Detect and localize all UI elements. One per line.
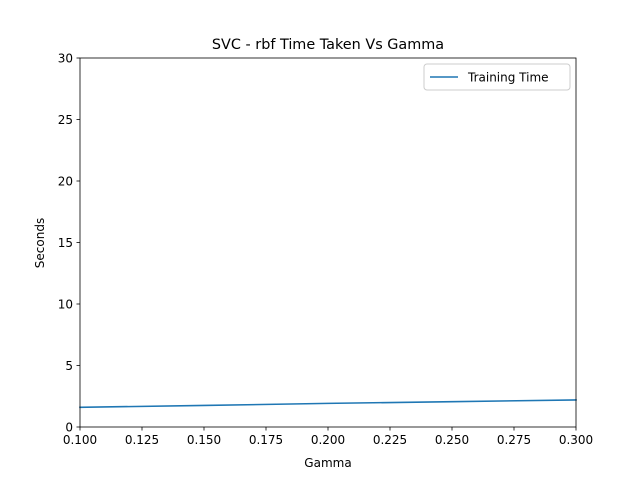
x-tick-label: 0.175 bbox=[249, 433, 283, 447]
y-tick-label: 30 bbox=[58, 51, 73, 65]
y-axis: 0 5 10 15 20 25 30 bbox=[58, 51, 80, 434]
x-tick-label: 0.200 bbox=[311, 433, 345, 447]
legend-box bbox=[423, 63, 571, 91]
y-tick-label: 0 bbox=[65, 420, 73, 434]
y-axis-label: Seconds bbox=[33, 218, 47, 268]
y-tick-label: 10 bbox=[58, 297, 73, 311]
x-tick-label: 0.150 bbox=[187, 433, 221, 447]
y-tick-label: 5 bbox=[65, 359, 73, 373]
x-tick-label: 0.225 bbox=[373, 433, 407, 447]
plot-frame bbox=[79, 57, 577, 428]
legend-label: Training Time bbox=[467, 70, 549, 84]
x-tick-label: 0.100 bbox=[63, 433, 97, 447]
series-line-0 bbox=[79, 399, 577, 409]
x-axis-label: Gamma bbox=[304, 456, 351, 470]
x-axis: 0.100 0.125 0.150 0.175 0.200 0.225 0.250 0.275… bbox=[63, 427, 593, 447]
y-tick-label: 15 bbox=[58, 236, 73, 250]
x-tick-label: 0.300 bbox=[559, 433, 593, 447]
legend: Training Time bbox=[423, 63, 571, 91]
y-tick-label: 25 bbox=[58, 113, 73, 127]
y-tick-label: 20 bbox=[58, 174, 73, 188]
x-tick-label: 0.275 bbox=[497, 433, 531, 447]
plot-area bbox=[79, 57, 577, 428]
x-tick-label: 0.250 bbox=[435, 433, 469, 447]
chart-title: SVC - rbf Time Taken Vs Gamma bbox=[212, 37, 444, 53]
x-tick-label: 0.125 bbox=[125, 433, 159, 447]
